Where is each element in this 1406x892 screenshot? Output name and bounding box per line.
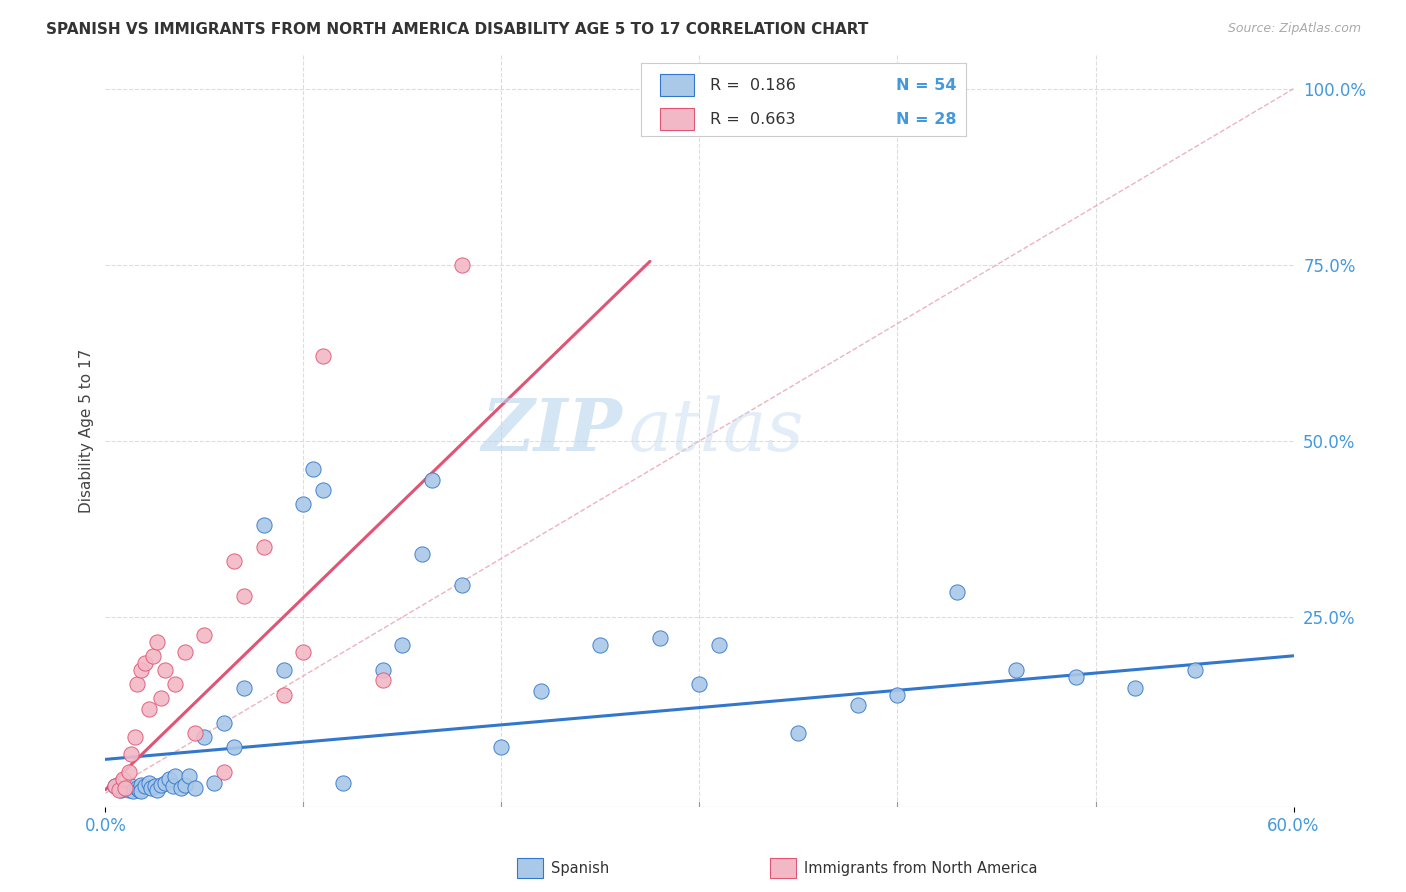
Point: [183, 780, 205, 795]
Point: [312, 350, 335, 364]
Point: [118, 765, 141, 780]
Point: [224, 740, 246, 755]
Point: [332, 775, 354, 789]
Text: atlas: atlas: [628, 395, 804, 466]
Point: [371, 663, 394, 677]
Point: [173, 778, 195, 792]
Point: [411, 547, 433, 561]
Point: [153, 775, 176, 789]
Text: R =  0.663: R = 0.663: [710, 112, 796, 127]
Point: [122, 784, 145, 798]
Text: Immigrants from North America: Immigrants from North America: [804, 862, 1038, 876]
Text: SPANISH VS IMMIGRANTS FROM NORTH AMERICA DISABILITY AGE 5 TO 17 CORRELATION CHAR: SPANISH VS IMMIGRANTS FROM NORTH AMERICA…: [46, 22, 869, 37]
Point: [1123, 681, 1146, 695]
Point: [118, 782, 141, 797]
Point: [129, 778, 152, 792]
Point: [129, 784, 152, 798]
Point: [146, 782, 169, 797]
Point: [292, 497, 315, 511]
Point: [1005, 663, 1028, 677]
Point: [420, 473, 443, 487]
Point: [173, 645, 195, 659]
Point: [124, 730, 146, 744]
Point: [134, 656, 156, 670]
Point: [162, 779, 184, 793]
Point: [214, 765, 236, 780]
Point: [138, 775, 160, 789]
Point: [157, 772, 180, 786]
Point: [146, 634, 169, 648]
Y-axis label: Disability Age 5 to 17: Disability Age 5 to 17: [79, 348, 94, 513]
Point: [648, 631, 671, 645]
Point: [450, 578, 472, 592]
Point: [273, 663, 295, 677]
Point: [391, 638, 413, 652]
Text: N = 28: N = 28: [896, 112, 956, 127]
Point: [143, 779, 166, 793]
Point: [689, 677, 711, 691]
Point: [104, 779, 127, 793]
Point: [846, 698, 869, 712]
Point: [946, 585, 969, 599]
FancyBboxPatch shape: [661, 108, 693, 130]
Point: [886, 688, 908, 702]
Point: [273, 688, 295, 702]
Point: [138, 701, 160, 715]
Point: [253, 540, 276, 554]
Point: [163, 768, 186, 782]
Point: [530, 684, 553, 698]
Point: [193, 730, 215, 744]
Point: [787, 726, 810, 740]
Point: [224, 554, 246, 568]
Point: [193, 628, 215, 642]
Point: [142, 648, 165, 663]
Point: [1064, 670, 1087, 684]
Point: [233, 681, 256, 695]
Point: [149, 778, 172, 792]
Point: [183, 726, 205, 740]
Point: [114, 780, 136, 795]
Point: [108, 782, 131, 797]
Point: [153, 663, 176, 677]
Point: [170, 780, 193, 795]
Point: [202, 775, 225, 789]
Point: [127, 677, 149, 691]
Text: N = 54: N = 54: [896, 78, 956, 93]
Text: R =  0.186: R = 0.186: [710, 78, 796, 93]
Text: Source: ZipAtlas.com: Source: ZipAtlas.com: [1227, 22, 1361, 36]
Point: [312, 483, 335, 498]
Point: [163, 677, 186, 691]
Point: [1184, 663, 1206, 677]
Point: [114, 780, 136, 795]
Point: [292, 645, 315, 659]
Point: [104, 779, 127, 793]
Point: [149, 691, 172, 706]
Point: [214, 715, 236, 730]
Point: [177, 768, 200, 782]
Text: Spanish: Spanish: [551, 862, 609, 876]
Point: [233, 589, 256, 603]
Point: [253, 518, 276, 533]
Point: [129, 663, 152, 677]
Point: [589, 638, 612, 652]
Point: [134, 779, 156, 793]
Point: [709, 638, 731, 652]
Point: [127, 780, 149, 795]
Text: ZIP: ZIP: [481, 395, 623, 466]
Point: [371, 673, 394, 688]
Point: [112, 772, 135, 786]
Point: [120, 779, 142, 793]
Point: [302, 462, 325, 476]
Point: [110, 782, 132, 797]
FancyBboxPatch shape: [661, 74, 693, 96]
FancyBboxPatch shape: [641, 63, 966, 136]
Point: [450, 258, 472, 272]
Point: [491, 740, 513, 755]
Point: [128, 782, 150, 797]
Point: [120, 747, 142, 762]
Point: [139, 780, 162, 795]
